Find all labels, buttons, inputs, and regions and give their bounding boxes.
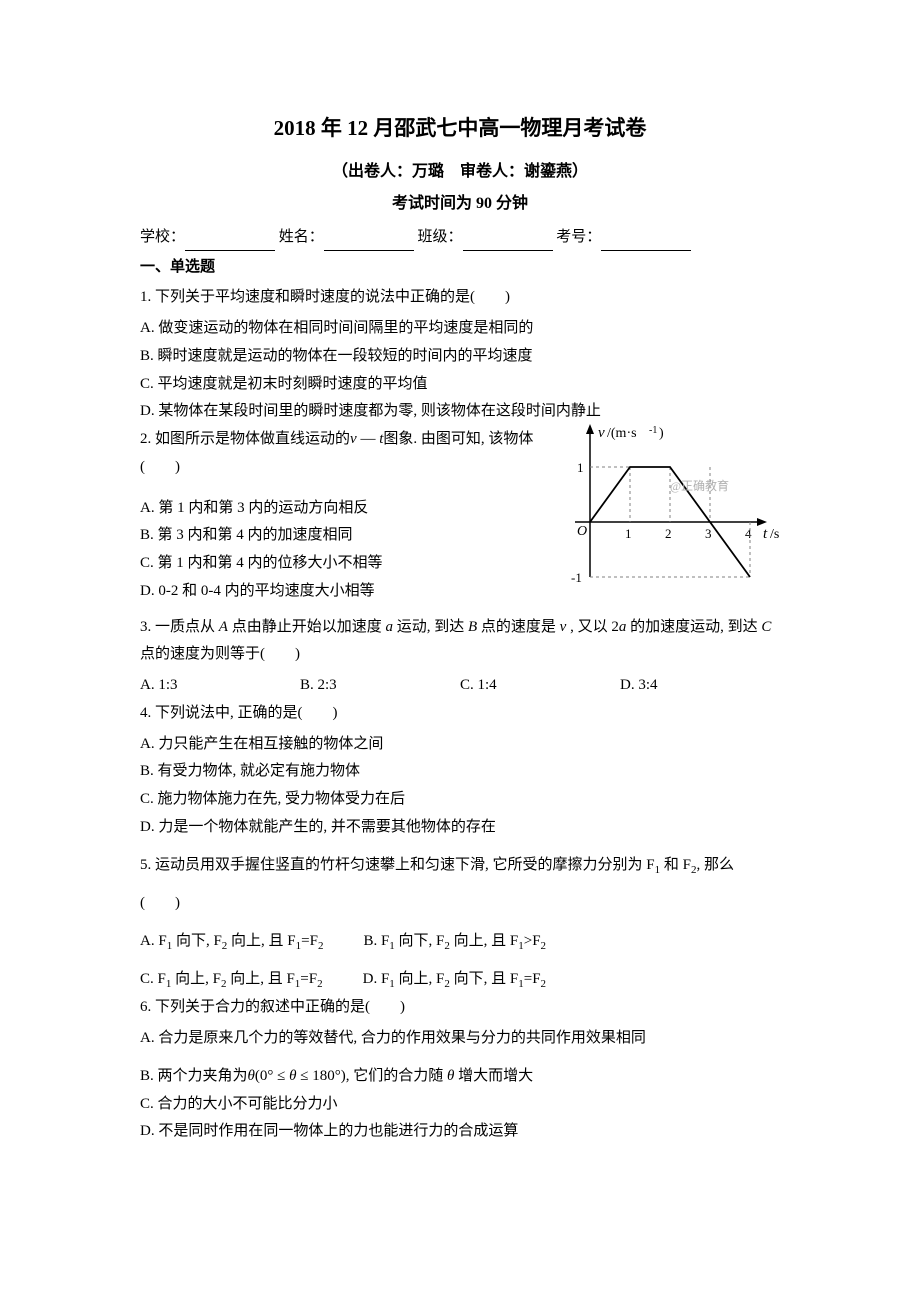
q1-options: A. 做变速运动的物体在相同时间间隔里的平均速度是相同的 B. 瞬时速度就是运动… [140, 315, 780, 426]
q6-opt-b: B. 两个力夹角为θ(0° ≤ θ ≤ 180°), 它们的合力随 θ 增大而增… [140, 1063, 780, 1091]
q6-opt-c: C. 合力的大小不可能比分力小 [140, 1091, 780, 1119]
info-line: 学校： 姓名： 班级： 考号： [140, 224, 780, 251]
q4-opt-c: C. 施力物体施力在先, 受力物体受力在后 [140, 786, 780, 814]
exam-time: 考试时间为 90 分钟 [140, 190, 780, 219]
school-blank [185, 233, 275, 251]
svg-text:2: 2 [665, 526, 672, 541]
q5-stem2: ( ) [140, 890, 780, 918]
q5-opt-b: B. F1 向下, F2 向上, 且 F1>F2 [363, 928, 546, 956]
q3-opt-b: B. 2:3 [300, 672, 460, 700]
q3-opt-c: C. 1:4 [460, 672, 620, 700]
q2-chart: v /(m·s -1 ) t /s O 1 2 3 4 1 -1 @正确教育 [565, 422, 780, 597]
q5-opt-d: D. F1 向上, F2 向下, 且 F1=F2 [363, 966, 546, 994]
exam-subtitle: （出卷人：万璐 审卷人：谢鎏燕） [140, 158, 780, 187]
vt-chart-svg: v /(m·s -1 ) t /s O 1 2 3 4 1 -1 @正确教育 [565, 422, 780, 597]
q4-opt-b: B. 有受力物体, 就必定有施力物体 [140, 758, 780, 786]
q3-stem: 3. 一质点从 A 点由静止开始以加速度 a 运动, 到达 B 点的速度是 v … [140, 614, 780, 670]
name-label: 姓名： [279, 229, 324, 245]
q5-options: A. F1 向下, F2 向上, 且 F1=F2 B. F1 向下, F2 向上… [140, 928, 780, 995]
svg-text:O: O [577, 524, 587, 539]
class-blank [463, 233, 553, 251]
svg-text:/(m·s: /(m·s [607, 426, 637, 441]
q2-stem-pre: 2. 如图所示是物体做直线运动的 [140, 431, 350, 447]
q3-opt-d: D. 3:4 [620, 672, 780, 700]
svg-text:/s: /s [770, 527, 779, 542]
q6-opt-a: A. 合力是原来几个力的等效替代, 合力的作用效果与分力的共同作用效果相同 [140, 1025, 780, 1053]
svg-text:): ) [659, 426, 664, 441]
svg-text:3: 3 [705, 526, 712, 541]
svg-text:v: v [598, 425, 605, 441]
chart-watermark: @正确教育 [670, 478, 729, 493]
name-blank [324, 233, 414, 251]
svg-text:-1: -1 [649, 425, 657, 436]
q5-opt-a: A. F1 向下, F2 向上, 且 F1=F2 [140, 928, 323, 956]
q4-stem: 4. 下列说法中, 正确的是( ) [140, 700, 780, 728]
svg-text:1: 1 [577, 460, 584, 475]
svg-text:1: 1 [625, 526, 632, 541]
q4-opt-d: D. 力是一个物体就能产生的, 并不需要其他物体的存在 [140, 814, 780, 842]
q5-opt-c: C. F1 向上, F2 向上, 且 F1=F2 [140, 966, 323, 994]
number-blank [601, 233, 691, 251]
svg-text:-1: -1 [571, 570, 582, 585]
school-label: 学校： [140, 229, 185, 245]
q6-stem: 6. 下列关于合力的叙述中正确的是( ) [140, 994, 780, 1022]
q6-b-pre: B. 两个力夹角为 [140, 1068, 248, 1084]
number-label: 考号： [556, 229, 601, 245]
section-1-heading: 一、单选题 [140, 254, 780, 281]
class-label: 班级： [418, 229, 463, 245]
q2-v: v [350, 431, 357, 447]
q4-opt-a: A. 力只能产生在相互接触的物体之间 [140, 731, 780, 759]
q6-options: A. 合力是原来几个力的等效替代, 合力的作用效果与分力的共同作用效果相同 B.… [140, 1025, 780, 1146]
q3-opt-a: A. 1:3 [140, 672, 300, 700]
q5-stem: 5. 运动员用双手握住竖直的竹杆匀速攀上和匀速下滑, 它所受的摩擦力分别为 F1… [140, 852, 780, 880]
q3-options: A. 1:3 B. 2:3 C. 1:4 D. 3:4 [140, 672, 780, 700]
q4-options: A. 力只能产生在相互接触的物体之间 B. 有受力物体, 就必定有施力物体 C.… [140, 731, 780, 842]
q1-opt-b: B. 瞬时速度就是运动的物体在一段较短的时间内的平均速度 [140, 343, 780, 371]
q1-opt-a: A. 做变速运动的物体在相同时间间隔里的平均速度是相同的 [140, 315, 780, 343]
q1-stem: 1. 下列关于平均速度和瞬时速度的说法中正确的是( ) [140, 284, 780, 312]
svg-text:t: t [763, 526, 768, 542]
svg-text:4: 4 [745, 526, 752, 541]
q6-b-post: , 它们的合力随 θ 增大而增大 [346, 1068, 533, 1084]
q1-opt-c: C. 平均速度就是初末时刻瞬时速度的平均值 [140, 371, 780, 399]
exam-title: 2018 年 12 月邵武七中高一物理月考试卷 [140, 110, 780, 148]
q6-opt-d: D. 不是同时作用在同一物体上的力也能进行力的合成运算 [140, 1118, 780, 1146]
